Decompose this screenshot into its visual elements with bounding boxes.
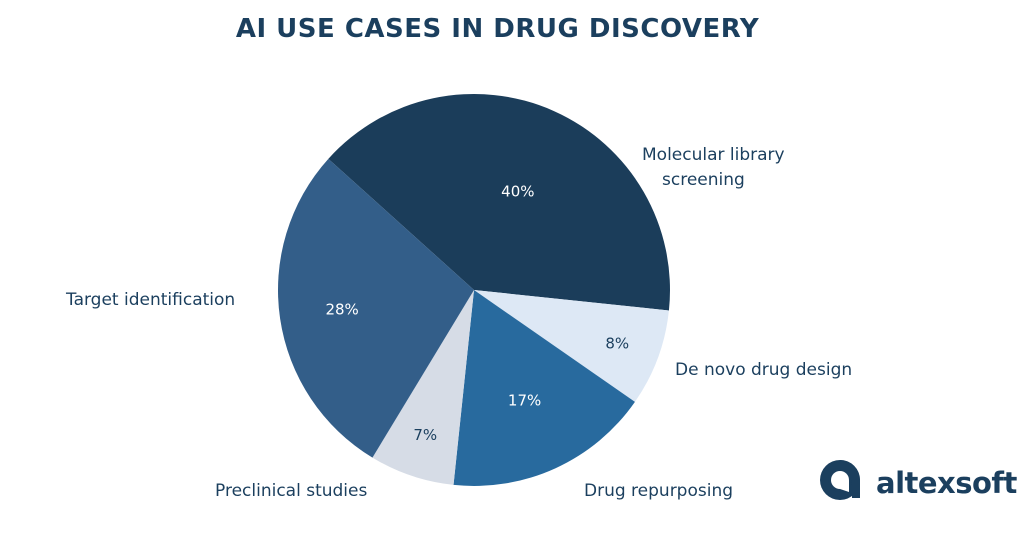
slice-value-label: 17% bbox=[508, 391, 541, 409]
slice-category-label: De novo drug design bbox=[675, 360, 852, 380]
altexsoft-logo-icon bbox=[820, 460, 860, 500]
slice-value-label: 28% bbox=[325, 300, 358, 318]
chart-title: AI USE CASES IN DRUG DISCOVERY bbox=[235, 14, 760, 44]
brand-name: altexsoft bbox=[876, 466, 1017, 500]
slice-category-label: screening bbox=[662, 170, 745, 190]
slice-value-label: 40% bbox=[501, 183, 534, 201]
slice-value-label: 8% bbox=[605, 334, 629, 352]
pie-slice bbox=[278, 158, 474, 458]
slice-value-label: 7% bbox=[413, 426, 437, 444]
pie-slice bbox=[372, 290, 474, 485]
slice-category-label: Drug repurposing bbox=[584, 481, 733, 501]
slice-category-label: Preclinical studies bbox=[215, 481, 367, 501]
brand-logo: altexsoft bbox=[818, 458, 1017, 508]
pie-slice bbox=[328, 94, 670, 311]
pie-slice bbox=[474, 290, 669, 402]
slice-category-label: Target identification bbox=[65, 290, 235, 310]
pie-slice bbox=[453, 290, 635, 486]
slice-category-label: Molecular library bbox=[642, 145, 785, 165]
